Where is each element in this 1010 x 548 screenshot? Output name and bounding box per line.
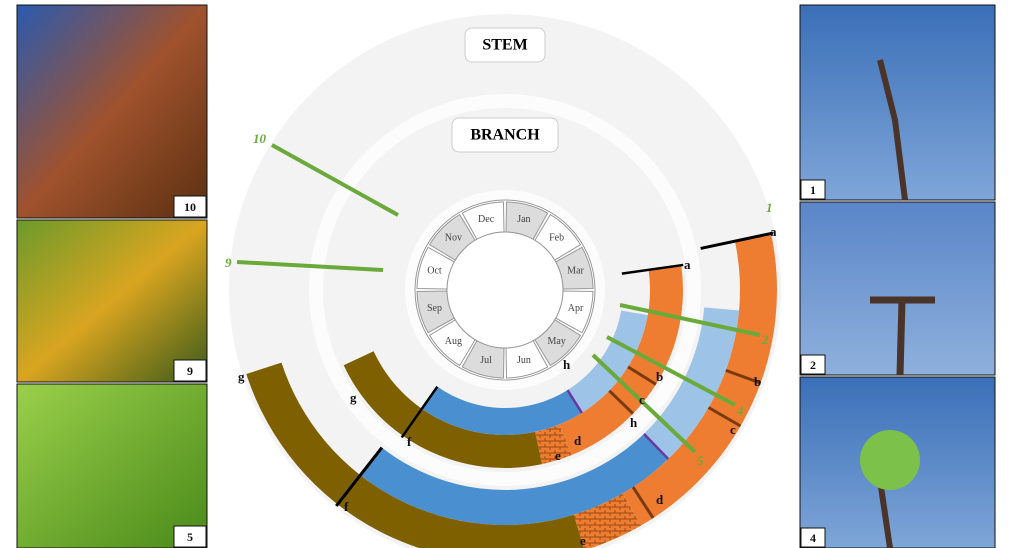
month-label: Oct (427, 265, 442, 276)
phase-boundary (725, 368, 762, 385)
photo (16, 219, 208, 383)
month-label: May (547, 336, 565, 347)
photo (16, 4, 208, 219)
phase-boundary (335, 446, 384, 507)
phase-label: e (555, 448, 561, 463)
month-ring-inner (446, 231, 564, 349)
stem-brown (246, 362, 584, 548)
phase-label: d (574, 433, 582, 448)
phase-boundary (566, 389, 583, 414)
month-label: Sep (427, 303, 442, 314)
phase-boundary (621, 263, 684, 275)
phase-label: a (684, 257, 691, 272)
photo-label: 4 (810, 531, 816, 545)
phase-label: f (407, 434, 412, 449)
month-label: Feb (549, 233, 564, 244)
stage-label: 4 (736, 403, 744, 418)
photo (799, 4, 996, 201)
phase-label: g (350, 390, 357, 405)
phase-label: f (344, 499, 349, 514)
month-label: Nov (445, 233, 462, 244)
phase-boundary (400, 385, 439, 439)
branch-label: BRANCH (470, 127, 540, 144)
branch-hatch (535, 424, 572, 465)
photo-label: 5 (187, 530, 193, 544)
stem-hatch (573, 493, 641, 548)
branch-blue (421, 386, 582, 435)
phase-label: g (238, 369, 245, 384)
phase-boundary (608, 389, 635, 415)
stem-label: STEM (482, 37, 527, 54)
stage-label: 10 (253, 131, 267, 146)
phase-label: c (730, 422, 736, 437)
phase-boundary (643, 432, 670, 460)
month-label: Apr (568, 303, 584, 314)
stage-label: 2 (761, 332, 769, 347)
month-label: Aug (445, 336, 462, 347)
month-label: Jan (517, 214, 530, 225)
phase-boundary (627, 365, 657, 386)
stage-label: 5 (697, 453, 704, 468)
month-label: Dec (478, 214, 495, 225)
phase-label: e (580, 533, 586, 548)
stage-label: 1 (766, 200, 773, 215)
branch-light-blue (567, 310, 648, 413)
photo (16, 383, 208, 548)
photo-label: 10 (184, 200, 196, 214)
phase-boundary (707, 406, 742, 428)
phase-label: b (656, 369, 663, 384)
month-label: Mar (567, 265, 584, 276)
stem-blue (360, 433, 669, 525)
photos: 10 9 5 1 2 4 (16, 4, 996, 548)
photo-label: 9 (187, 364, 193, 378)
phase-label: d (656, 492, 664, 507)
stage-label: 9 (225, 255, 232, 270)
photo-label: 1 (810, 183, 816, 197)
phase-label: c (639, 392, 645, 407)
phase-label: h (563, 357, 571, 372)
phase-label: b (754, 374, 761, 389)
phase-boundary (700, 231, 774, 250)
month-label: Jul (480, 355, 492, 366)
phase-boundary (631, 486, 655, 519)
month-label: Jun (517, 355, 531, 366)
phase-label: a (770, 224, 777, 239)
stage-lines (236, 143, 761, 454)
branch-brown (343, 351, 543, 469)
phase-label: h (630, 415, 638, 430)
photo-label: 2 (810, 358, 816, 372)
month-ring: Jan Feb Mar Apr May Jun Jul Aug Sep Oct Nov Dec (414, 199, 596, 381)
